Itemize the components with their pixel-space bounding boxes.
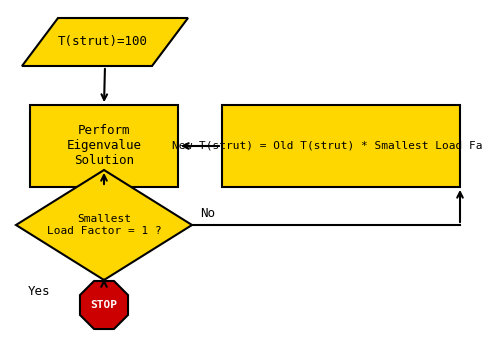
Text: Perform
Eigenvalue
Solution: Perform Eigenvalue Solution: [67, 124, 142, 168]
Polygon shape: [22, 18, 188, 66]
Bar: [222, 105, 460, 187]
Text: Smallest
Load Factor = 1 ?: Smallest Load Factor = 1 ?: [47, 214, 161, 236]
Polygon shape: [16, 170, 192, 280]
Bar: [30, 105, 178, 187]
Text: STOP: STOP: [90, 300, 117, 310]
Text: No: No: [200, 207, 215, 220]
Text: T(strut)=100: T(strut)=100: [58, 35, 148, 49]
Polygon shape: [80, 281, 128, 329]
Text: New T(strut) = Old T(strut) * Smallest Load Factor: New T(strut) = Old T(strut) * Smallest L…: [172, 141, 483, 151]
Text: Yes: Yes: [28, 285, 51, 298]
